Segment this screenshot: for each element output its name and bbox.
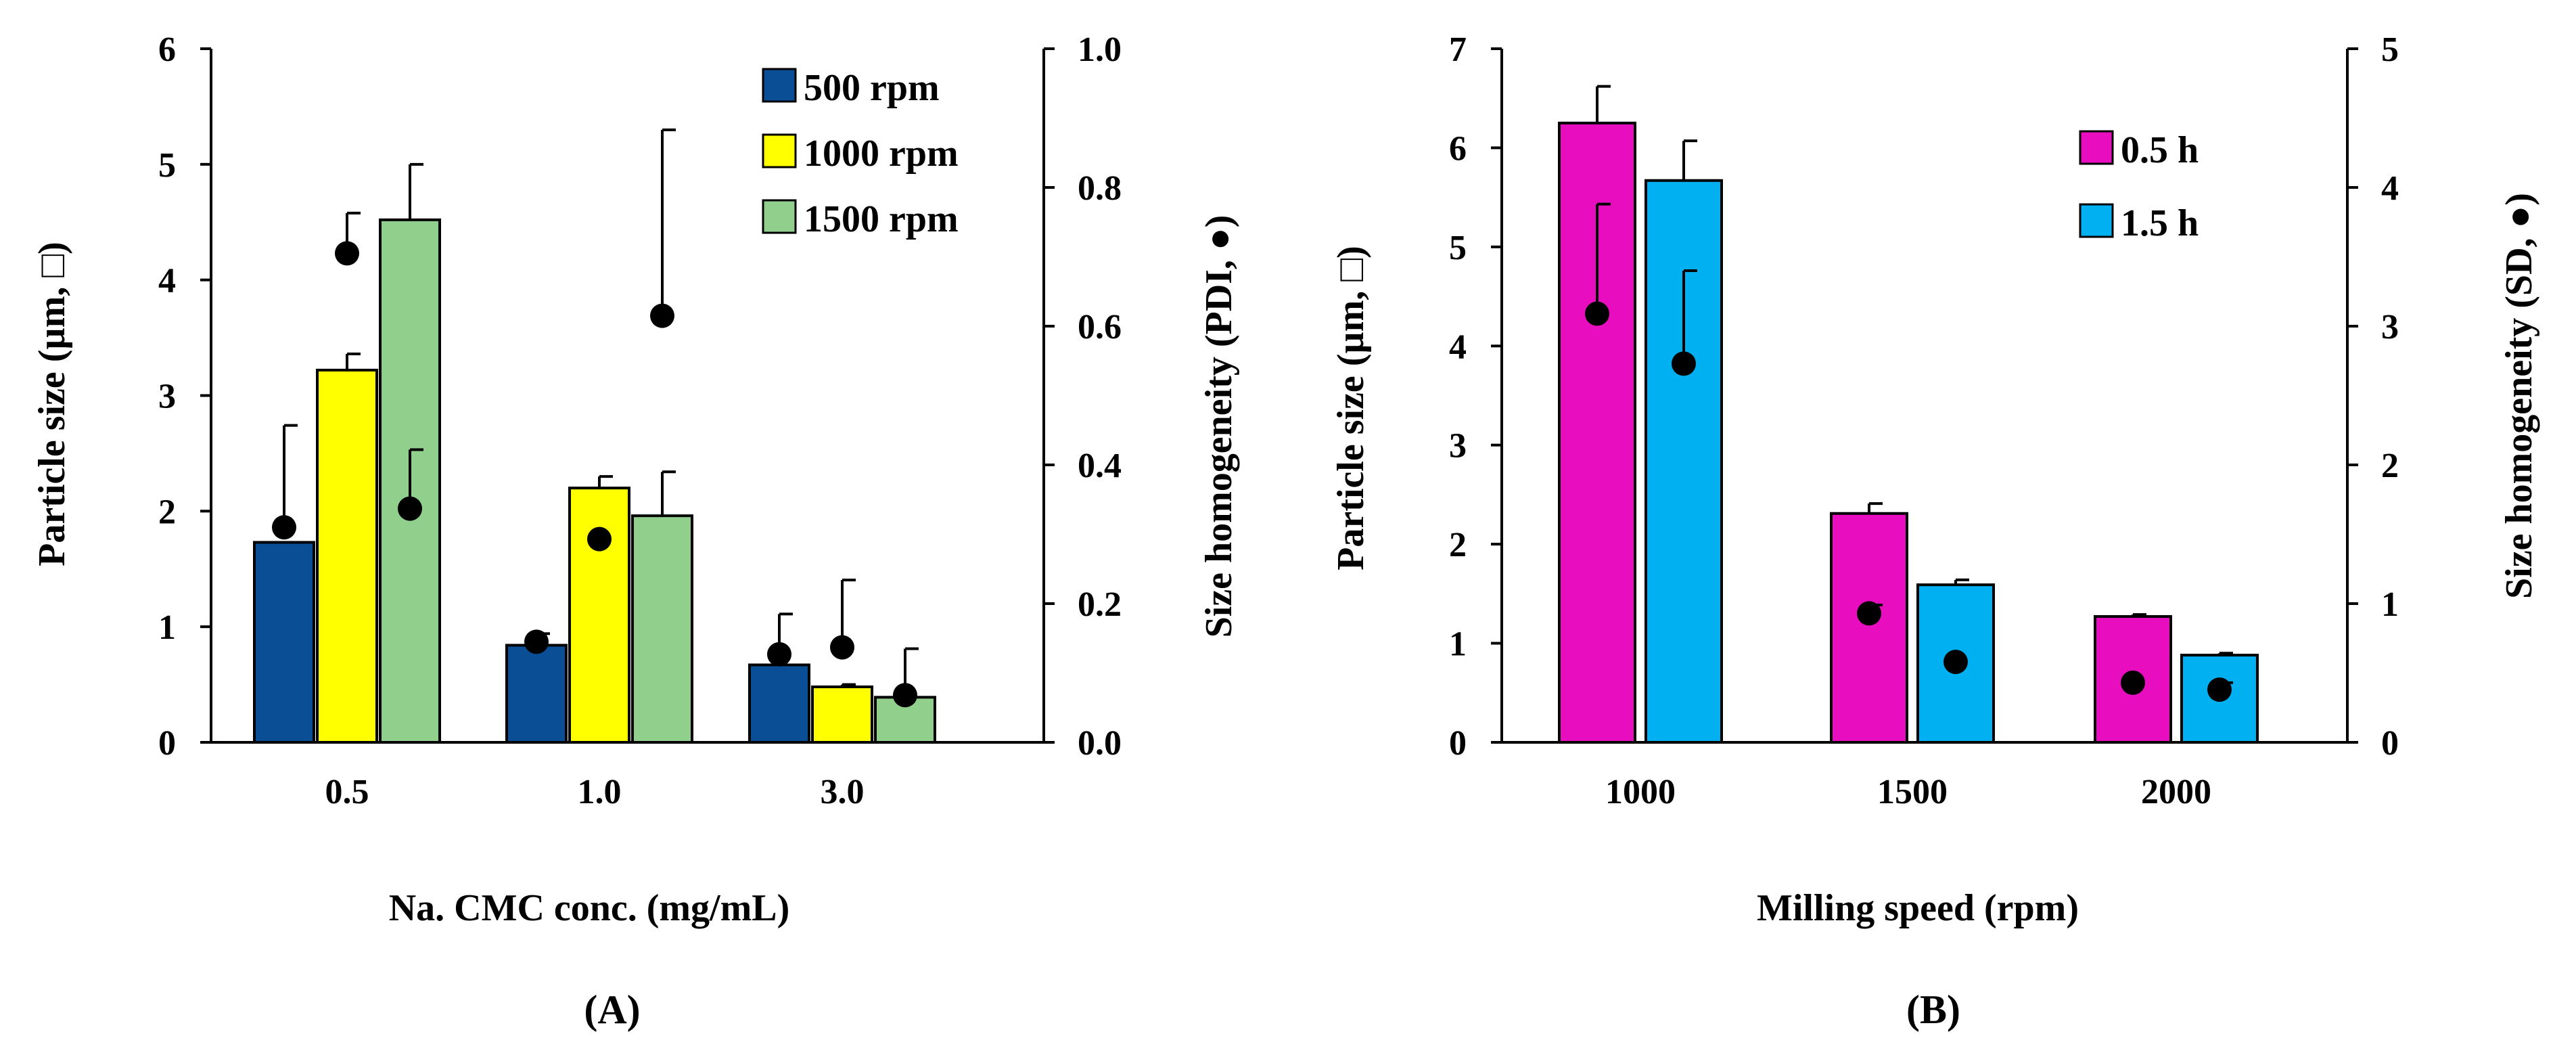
panel-b-legend-swatch <box>2079 203 2114 238</box>
panel-a-bar <box>568 487 630 744</box>
panel-a-bar <box>631 514 693 744</box>
panel-b-y2-tick-label: 4 <box>2381 169 2399 208</box>
panel-b-y2-tick-label: 0 <box>2381 724 2399 763</box>
panel-b-bar <box>1644 179 1723 744</box>
panel-a-y-tick-label: 6 <box>158 30 176 69</box>
panel-a-legend-swatch <box>762 68 797 103</box>
panel-a-bar <box>505 644 568 744</box>
panel-a-y2-tick-label: 0.6 <box>1078 308 1122 346</box>
panel-a-y-tick-label: 1 <box>158 608 176 647</box>
panel-a-y2-tick-label: 0.8 <box>1078 169 1122 208</box>
panel-a-legend-label: 1500 rpm <box>804 198 959 240</box>
panel-a-y2-tick-label: 0.4 <box>1078 447 1122 485</box>
panel-a-y2-tick-label: 1.0 <box>1078 30 1122 69</box>
panel-b-y-tick-label: 5 <box>1449 229 1467 267</box>
panel-a-y-tick-label: 0 <box>158 724 176 763</box>
panel-b-y2-tick-label: 2 <box>2381 447 2399 485</box>
panel-a-y-axis-title: Particle size (µm, □) <box>31 242 73 566</box>
panel-b-y-tick-label: 1 <box>1449 625 1467 664</box>
panel-a-x-tick-label: 3.0 <box>821 773 865 811</box>
panel-b-legend-swatch <box>2079 130 2114 165</box>
panel-b-y2-axis-title: Size homogeneity (SD, ●) <box>2498 193 2540 599</box>
panel-a-homogeneity-dot <box>893 683 917 708</box>
panel-a-label: (A) <box>584 987 640 1032</box>
panel-b: Particle size (µm, □) Size homogeneity (… <box>1330 30 2540 1032</box>
panel-b-y-tick-label: 2 <box>1449 526 1467 564</box>
panel-b-x-tick-label: 1500 <box>1877 773 1948 811</box>
panel-b-homogeneity-dot <box>1585 301 1609 326</box>
panel-b-y-tick-label: 3 <box>1449 427 1467 466</box>
panel-a-bar <box>811 685 873 744</box>
panel-a-legend-label: 1000 rpm <box>804 133 959 175</box>
panel-b-x-tick-label: 2000 <box>2141 773 2211 811</box>
panel-a: Particle size (µm, □) Size homogeneity (… <box>31 30 1240 1032</box>
panel-a-homogeneity-dot <box>587 526 612 552</box>
panel-b-label: (B) <box>1906 987 1960 1032</box>
panel-a-homogeneity-dot <box>830 635 854 660</box>
panel-b-y2-tick-label: 3 <box>2381 308 2399 346</box>
panel-a-y-tick-label: 5 <box>158 146 176 185</box>
panel-a-bar <box>748 663 810 744</box>
panel-a-x-tick-label: 1.0 <box>578 773 622 811</box>
panel-b-x-tick-label: 1000 <box>1605 773 1676 811</box>
panel-a-y-tick-label: 2 <box>158 493 176 531</box>
panel-b-legend-label: 0.5 h <box>2121 129 2199 171</box>
panel-b-y-tick-label: 4 <box>1449 328 1467 366</box>
panel-a-y2-tick-label: 0.0 <box>1078 724 1122 763</box>
panel-a-y-tick-label: 4 <box>158 262 176 300</box>
panel-a-homogeneity-dot <box>524 629 549 654</box>
panel-b-y2-tick-label: 5 <box>2381 30 2399 69</box>
panel-b-homogeneity-dot <box>1857 601 1881 626</box>
panel-a-bar <box>316 368 378 744</box>
panel-a-homogeneity-dot <box>272 515 296 540</box>
panel-b-homogeneity-dot <box>1944 650 1968 675</box>
panel-a-y2-tick-label: 0.2 <box>1078 585 1122 624</box>
panel-a-homogeneity-dot <box>398 496 422 521</box>
panel-a-x-tick-label: 0.5 <box>325 773 369 811</box>
panel-b-y-axis-title: Particle size (µm, □) <box>1330 246 1372 570</box>
panel-a-x-axis-title: Na. CMC conc. (mg/mL) <box>389 887 790 929</box>
panel-b-y-tick-label: 0 <box>1449 724 1467 763</box>
panel-b-homogeneity-dot <box>2207 677 2232 702</box>
panel-b-y-tick-label: 6 <box>1449 129 1467 168</box>
panel-b-homogeneity-dot <box>1672 351 1696 376</box>
panel-a-y2-axis-title: Size homogeneity (PDI, ●) <box>1198 215 1240 638</box>
panel-a-legend-swatch <box>762 133 797 168</box>
panel-a-bar <box>253 541 315 744</box>
panel-b-bar <box>1830 512 1908 744</box>
panel-a-legend-swatch <box>762 199 797 234</box>
panel-b-homogeneity-dot <box>2121 670 2145 695</box>
panel-a-y-tick-label: 3 <box>158 378 176 416</box>
panel-a-homogeneity-dot <box>335 241 359 266</box>
panel-b-y2-tick-label: 1 <box>2381 585 2399 624</box>
panel-a-homogeneity-dot <box>767 642 791 667</box>
panel-b-legend-label: 1.5 h <box>2121 202 2199 244</box>
panel-a-homogeneity-dot <box>650 303 674 328</box>
panel-b-y-tick-label: 7 <box>1449 30 1467 69</box>
panel-a-legend-label: 500 rpm <box>804 67 940 109</box>
panel-b-x-axis-title: Milling speed (rpm) <box>1757 887 2079 929</box>
